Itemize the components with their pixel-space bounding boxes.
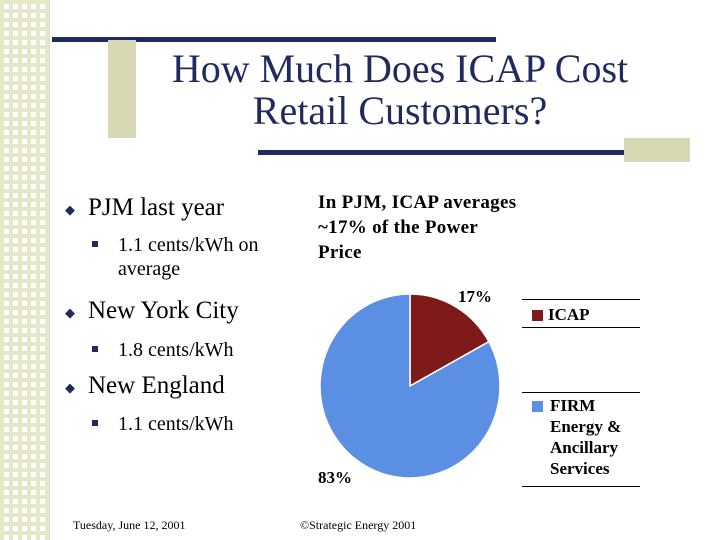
pie-label-icap: 17%: [458, 287, 492, 306]
slide-title: How Much Does ICAP Cost Retail Customers…: [171, 46, 629, 133]
sub-bullet-square-icon: [92, 420, 98, 426]
decorative-grid-strip: [0, 0, 50, 540]
legend-swatch-icap: [532, 310, 543, 321]
legend-divider: [522, 486, 640, 487]
legend-divider: [522, 327, 640, 328]
title-left-accent: [108, 40, 136, 138]
bullet-nyc: New York City: [88, 297, 239, 324]
title-bottom-bar: [258, 150, 690, 155]
footer-date: Tuesday, June 12, 2001: [73, 518, 186, 532]
legend-divider: [522, 392, 640, 393]
decorative-strip-border: [49, 0, 50, 540]
legend-label-firm: FIRM Energy & Ancillary Services: [550, 396, 622, 478]
chart-callout: In PJM, ICAP averages ~17% of the Power …: [318, 192, 517, 263]
bullet-diamond-icon: ◆: [65, 305, 75, 320]
legend-swatch-firm: [532, 401, 543, 412]
legend-divider: [522, 299, 640, 300]
sub-bullet-new-england-value: 1.1 cents/kWh: [118, 413, 234, 435]
title-right-accent: [624, 138, 690, 162]
pie-label-firm: 83%: [318, 468, 352, 487]
bullet-diamond-icon: ◆: [65, 380, 75, 395]
sub-bullet-square-icon: [92, 346, 98, 352]
bullet-diamond-icon: ◆: [65, 202, 75, 217]
sub-bullet-nyc-value: 1.8 cents/kWh: [118, 339, 234, 361]
legend-label-icap: ICAP: [548, 305, 590, 324]
pie-chart: [319, 293, 501, 479]
sub-bullet-pjm-value: 1.1 cents/kWh on average: [118, 234, 259, 280]
title-top-bar: [52, 37, 496, 42]
bullet-pjm: PJM last year: [88, 194, 225, 221]
sub-bullet-square-icon: [92, 241, 98, 247]
footer-copyright: ©Strategic Energy 2001: [300, 518, 417, 532]
pie-slice-firm: [319, 293, 501, 479]
pie-slice-icap: [409, 293, 490, 388]
bullet-new-england: New England: [88, 372, 225, 399]
